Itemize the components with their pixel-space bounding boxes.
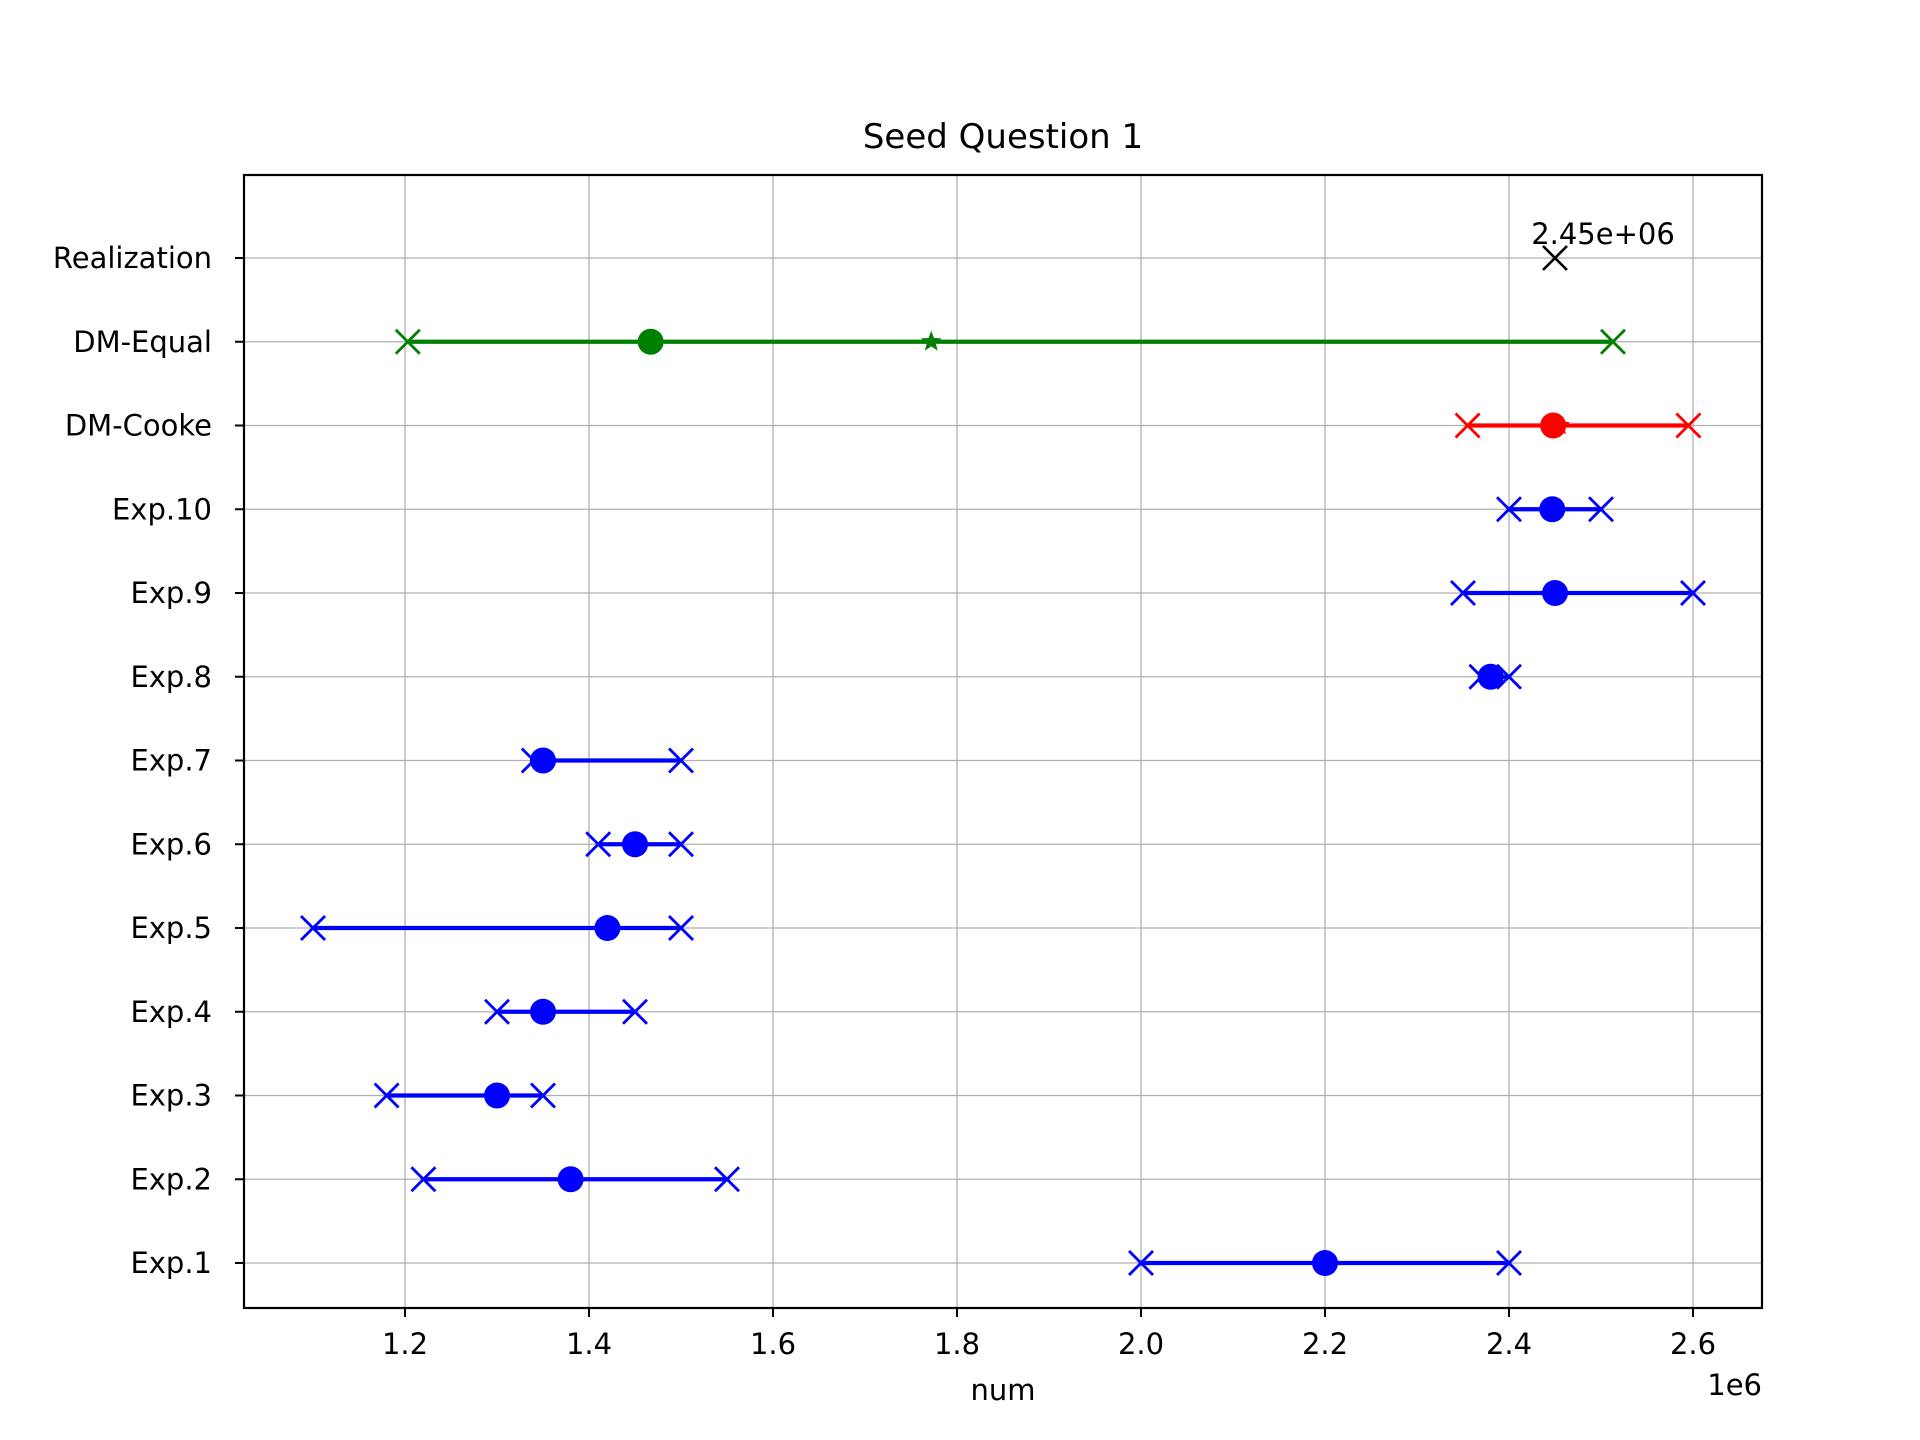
x-tick-label: 1.4 [566,1327,612,1361]
low-marker [1450,580,1476,606]
high-marker [622,998,648,1025]
high-marker [668,831,694,858]
low-marker [1454,412,1481,439]
low-marker [410,1166,437,1193]
x-tick-label: 2.0 [1118,1327,1164,1361]
low-marker [484,998,510,1025]
median-marker [594,915,621,941]
low-marker [585,831,612,858]
y-tick-label: DM-Cooke [65,409,212,443]
high-marker [1675,412,1702,439]
interval-row-exp-7 [520,747,694,774]
median-marker [530,998,556,1025]
y-tick-label: Exp.8 [130,660,212,694]
median-marker [530,747,556,774]
median-marker [1477,663,1504,690]
high-marker [1496,1250,1522,1276]
interval-row-exp-10 [1496,496,1614,523]
y-tick-label: Exp.7 [130,744,212,778]
y-tick-label: Exp.9 [130,576,212,610]
y-tick-label: Exp.6 [130,827,212,861]
high-marker [714,1166,740,1193]
median-marker [622,831,648,858]
median-marker [1540,412,1567,439]
median-marker [1312,1250,1338,1276]
y-tick-label: Exp.10 [112,492,212,526]
median-marker [1542,580,1568,606]
median-marker [637,328,664,355]
high-marker [668,747,694,774]
high-marker [1496,663,1522,690]
low-marker [1496,496,1522,523]
median-marker [557,1166,584,1193]
high-marker [1680,580,1706,606]
x-tick-label: 1.8 [934,1327,980,1361]
plot-frame [242,173,1764,1310]
plot-series: 2.45e+06 [300,217,1706,1276]
interval-row-exp-4 [484,998,648,1025]
interval-row-dm-cooke [1454,412,1702,439]
median-marker [1539,496,1566,523]
x-axis-label: num [970,1373,1035,1407]
high-marker [1599,328,1626,355]
high-marker [530,1082,556,1109]
low-marker [1128,1250,1154,1276]
y-tick-label: DM-Equal [73,325,212,359]
interval-row-exp-6 [585,831,694,858]
median-marker [484,1082,510,1109]
interval-row-exp-5 [300,915,694,941]
high-marker [1588,496,1614,523]
y-tick-label: Realization [53,241,212,275]
realization-marker [1542,245,1568,271]
mean-marker [920,330,942,351]
interval-row-exp-1 [1128,1250,1522,1276]
low-marker [300,915,326,941]
interval-row-exp-3 [373,1082,556,1109]
y-tick-label: Exp.3 [130,1079,212,1113]
x-tick-label: 2.6 [1670,1327,1716,1361]
high-marker [668,915,694,941]
x-tick-label: 1.2 [382,1327,428,1361]
interval-row-dm-equal [394,328,1626,355]
y-tick-label: Exp.2 [130,1162,212,1196]
chart-title: Seed Question 1 [863,117,1143,157]
interval-row-exp-9 [1450,580,1706,606]
x-tick-label: 2.4 [1486,1327,1532,1361]
y-tick-label: Exp.5 [130,911,212,945]
low-marker [394,328,421,355]
axes: 1.2 1.4 1.6 1.8 2.0 2.2 2.4 2.6 Exp.1 Exp.2 Exp.3 E… [53,173,1764,1361]
realization-annotation: 2.45e+06 [1531,217,1675,251]
interval-row-exp-8 [1468,663,1522,690]
x-tick-label: 2.2 [1302,1327,1348,1361]
interval-row-exp-2 [410,1166,740,1193]
x-tick-label: 1.6 [750,1327,796,1361]
low-marker [373,1082,400,1109]
x-axis-offset-label: 1e6 [1707,1368,1762,1402]
y-tick-label: Exp.4 [130,995,212,1029]
y-tick-label: Exp.1 [130,1246,212,1280]
